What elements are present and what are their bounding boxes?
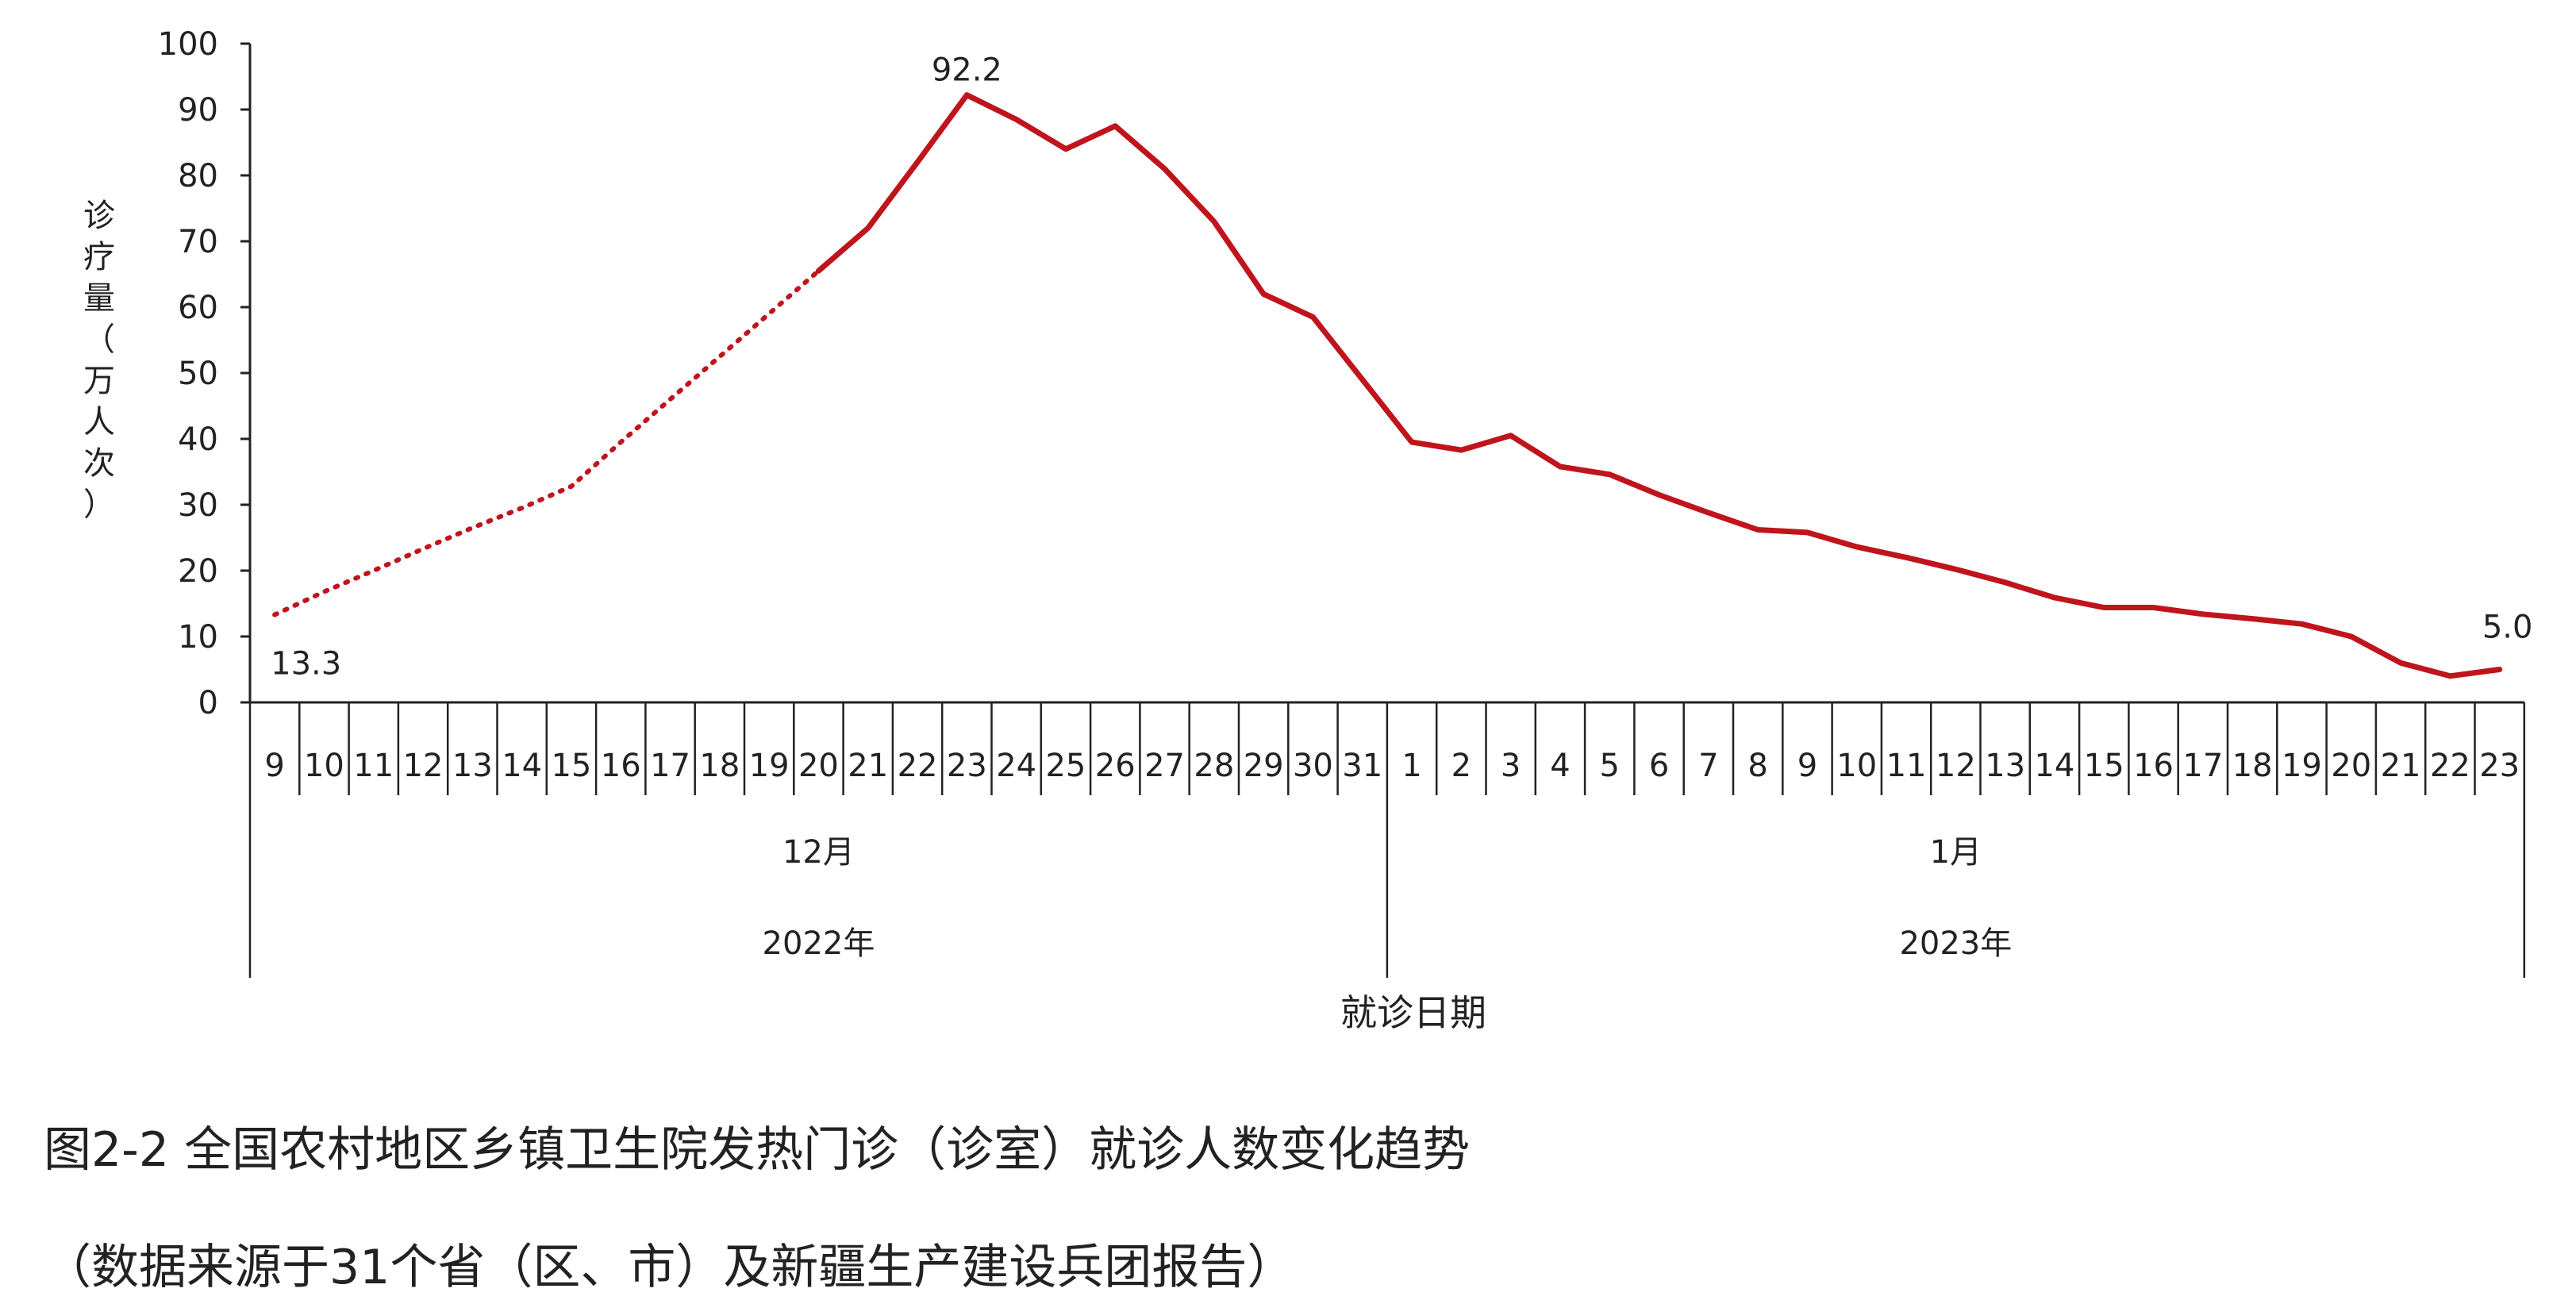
series-line: [272, 92, 2503, 679]
x-tick-label: 13: [452, 748, 493, 784]
x-tick-label: 6: [1649, 748, 1669, 784]
x-tick-label: 18: [2232, 748, 2273, 784]
x-tick-label: 18: [699, 748, 740, 784]
x-tick-label: 23: [947, 748, 987, 784]
x-axis-label: 就诊日期: [1340, 991, 1486, 1034]
x-tick-label: 1: [1401, 748, 1421, 784]
x-tick-label: 12: [1936, 748, 1976, 784]
x-tick-label: 13: [1985, 748, 2025, 784]
y-tick-label: 10: [178, 619, 218, 656]
x-tick-label: 20: [2331, 748, 2371, 784]
x-tick-label: 2: [1451, 748, 1471, 784]
x-tick-label: 20: [798, 748, 839, 784]
data-labels: 13.3 92.2 5.0: [271, 52, 2532, 683]
x-tick-label: 14: [2034, 748, 2074, 784]
data-label: 5.0: [2482, 610, 2533, 646]
x-tick-label: 4: [1550, 748, 1570, 784]
x-tick-label: 28: [1194, 748, 1234, 784]
y-tick-label: 70: [178, 224, 218, 260]
data-label: 92.2: [932, 52, 1002, 89]
x-tick-label: 16: [601, 748, 641, 784]
x-tick-label: 21: [2381, 748, 2421, 784]
y-tick-label: 80: [178, 158, 218, 194]
x-tick-label: 23: [2479, 748, 2520, 784]
y-tick-label: 50: [178, 356, 218, 392]
year-label: 2022年: [763, 925, 875, 962]
x-tick-label: 17: [650, 748, 690, 784]
year-label: 2023年: [1899, 925, 2012, 962]
x-tick-label: 22: [898, 748, 938, 784]
x-tick-label: 19: [2282, 748, 2322, 784]
y-tick-label: 0: [198, 685, 218, 721]
x-tick-label: 3: [1501, 748, 1521, 784]
x-tick-label: 17: [2182, 748, 2223, 784]
x-tick-label: 16: [2133, 748, 2174, 784]
x-tick-label: 24: [996, 748, 1036, 784]
x-tick-label: 15: [2084, 748, 2124, 784]
y-tick-label: 20: [178, 553, 218, 590]
month-label: 12月: [782, 834, 855, 871]
x-tick-label: 26: [1095, 748, 1136, 784]
figure-source-note: （数据来源于31个省（区、市）及新疆生产建设兵团报告）: [44, 1240, 1295, 1295]
figure-caption: 图2-2 全国农村地区乡镇卫生院发热门诊（诊室）就诊人数变化趋势: [44, 1122, 1471, 1178]
y-tick-label: 40: [178, 421, 218, 458]
x-tick-label: 31: [1342, 748, 1382, 784]
x-tick-label: 8: [1747, 748, 1767, 784]
x-tick-label: 9: [1797, 748, 1817, 784]
x-axis: 9 10 11 12 13 14 15 16 17 18 19 20 21 22 23 24 25 26 27 28 2…: [248, 701, 2526, 978]
x-tick-label: 14: [502, 748, 542, 784]
data-label: 13.3: [271, 646, 341, 683]
y-tick-label: 60: [178, 290, 218, 326]
y-tick-label: 100: [158, 26, 218, 63]
y-axis: 0 10 20 30 40 50 60 70 80 90 100: [158, 26, 252, 721]
y-tick-label: 30: [178, 487, 218, 524]
x-tick-label: 15: [551, 748, 591, 784]
x-tick-label: 25: [1045, 748, 1086, 784]
x-tick-label: 27: [1144, 748, 1185, 784]
series-line-solid: [815, 92, 2503, 679]
y-tick-label: 90: [178, 92, 218, 129]
x-tick-label: 7: [1698, 748, 1718, 784]
x-tick-label: 22: [2430, 748, 2470, 784]
x-tick-label: 10: [1836, 748, 1877, 784]
x-tick-label: 11: [1886, 748, 1927, 784]
x-tick-label: 12: [403, 748, 444, 784]
series-line-dotted: [272, 268, 821, 617]
x-tick-label: 21: [848, 748, 888, 784]
month-label: 1月: [1930, 834, 1982, 871]
x-tick-label: 5: [1600, 748, 1620, 784]
y-axis-label: 诊疗量（万人次）: [83, 198, 115, 523]
x-tick-label: 29: [1244, 748, 1284, 784]
x-tick-label: 30: [1293, 748, 1333, 784]
x-tick-label: 10: [304, 748, 344, 784]
x-tick-label: 9: [264, 748, 284, 784]
x-tick-label: 11: [353, 748, 394, 784]
x-tick-label: 19: [749, 748, 790, 784]
